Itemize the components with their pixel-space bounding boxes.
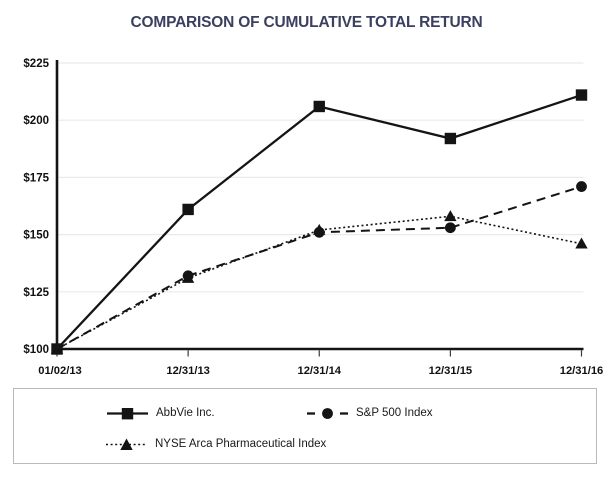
y-tick-label: $100 — [23, 344, 49, 356]
legend-item-abbvie: AbbVie Inc. — [107, 405, 215, 421]
circle-marker — [576, 181, 587, 192]
chart-legend: AbbVie Inc. S&P 500 Index NYSE Arca Phar… — [13, 388, 597, 464]
series-line-dotted — [56, 215, 582, 350]
x-tick-label: 12/31/15 — [429, 365, 473, 377]
abbvie-solid-square-swatch-icon — [107, 407, 148, 419]
y-tick-label: $175 — [23, 172, 49, 184]
y-tick-label: $150 — [23, 230, 49, 242]
triangle-marker — [181, 271, 195, 283]
square-marker — [51, 343, 63, 355]
square-marker — [182, 203, 194, 216]
x-tick-label: 12/31/13 — [166, 365, 210, 377]
nyse-dotted-triangle-swatch-icon — [106, 438, 147, 450]
legend-item-nyse-arca: NYSE Arca Pharmaceutical Index — [106, 436, 326, 452]
circle-marker — [444, 222, 456, 234]
series-line-dashed — [56, 185, 582, 350]
x-tick-label: 01/02/13 — [38, 365, 82, 377]
square-marker — [444, 132, 457, 145]
legend-label-sp500: S&P 500 Index — [356, 407, 433, 419]
x-tick-label: 12/31/14 — [297, 365, 341, 377]
y-tick-label: $125 — [23, 287, 49, 299]
y-tick-label: $225 — [23, 58, 49, 70]
chart-title: COMPARISON OF CUMULATIVE TOTAL RETURN — [130, 14, 483, 31]
series-line-solid — [56, 93, 582, 350]
triangle-marker — [575, 237, 588, 249]
line-chart-plot: $100 $125 $150 $175 $200 $225 01/02/13 12/31/13… — [23, 58, 604, 377]
triangle-marker — [313, 223, 326, 235]
y-tick-label: $200 — [23, 115, 49, 127]
x-tick-label: 12/31/16 — [560, 365, 604, 377]
triangle-marker — [444, 210, 457, 222]
square-marker — [313, 100, 325, 113]
legend-label-abbvie: AbbVie Inc. — [156, 407, 215, 419]
sp500-dashed-circle-swatch-icon — [307, 407, 348, 419]
legend-label-nyse-arca: NYSE Arca Pharmaceutical Index — [155, 438, 327, 450]
square-marker — [575, 89, 588, 101]
legend-item-sp500: S&P 500 Index — [307, 405, 433, 421]
